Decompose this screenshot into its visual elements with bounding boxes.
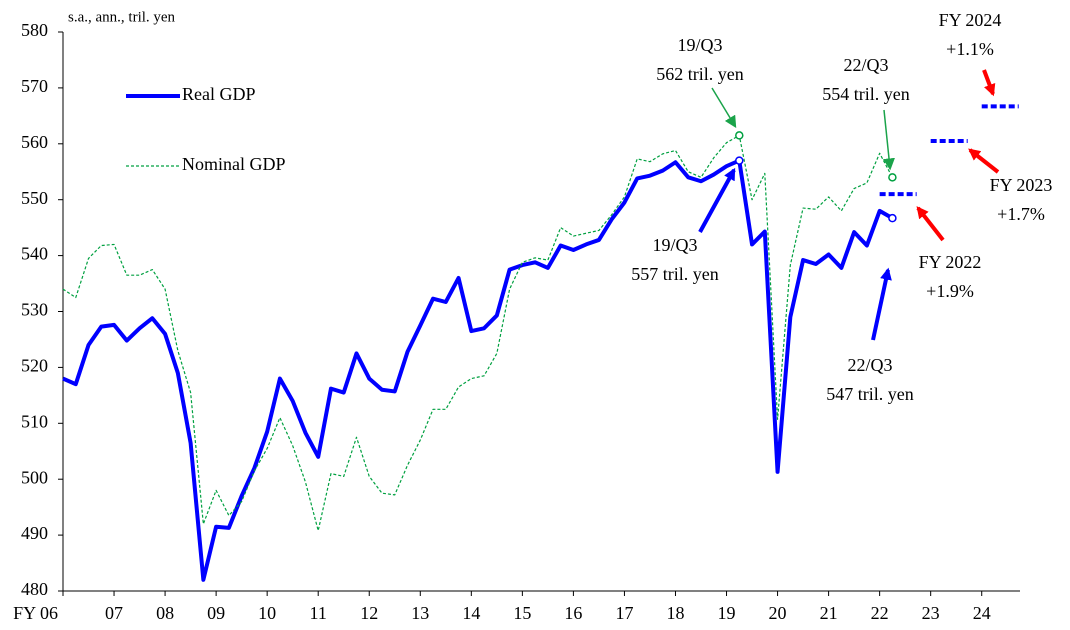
annotation-text: +1.9% xyxy=(926,281,974,301)
x-tick-label: 07 xyxy=(105,603,123,623)
x-tick-label: 08 xyxy=(156,603,174,623)
x-tick-label: 10 xyxy=(258,603,276,623)
annotation-text: 547 tril. yen xyxy=(826,384,914,404)
point-marker xyxy=(888,213,897,223)
annotation-arrow xyxy=(968,148,1000,174)
annotation-text: 554 tril. yen xyxy=(822,84,910,104)
x-tick-label: 14 xyxy=(462,603,480,623)
y-tick-label: 540 xyxy=(21,244,48,264)
annotation-text: FY 2022 xyxy=(919,252,982,272)
x-tick-label: 18 xyxy=(666,603,684,623)
legend-label: Nominal GDP xyxy=(182,154,286,174)
series-line xyxy=(62,158,894,582)
x-tick-label: 17 xyxy=(615,603,633,623)
x-tick-label: 24 xyxy=(973,603,991,623)
annotation-text: 557 tril. yen xyxy=(631,264,719,284)
x-tick-label: 15 xyxy=(513,603,531,623)
annotation-arrow xyxy=(982,69,996,97)
x-tick-label: 16 xyxy=(564,603,582,623)
annotation-text: +1.7% xyxy=(997,204,1045,224)
y-tick-label: 520 xyxy=(21,356,48,376)
y-tick-label: 480 xyxy=(21,579,48,599)
y-tick-label: 530 xyxy=(21,300,48,320)
x-tick-label: 20 xyxy=(769,603,787,623)
annotation-text: 22/Q3 xyxy=(848,355,893,375)
annotation-arrow xyxy=(871,267,892,341)
annotation-arrow xyxy=(698,167,736,233)
point-marker xyxy=(888,173,897,182)
y-tick-label: 560 xyxy=(21,132,48,152)
x-tick-label: 21 xyxy=(820,603,838,623)
x-tick-label: 09 xyxy=(207,603,225,623)
y-tick-label: 490 xyxy=(21,523,48,543)
series-line xyxy=(62,134,893,532)
x-tick-label: 19 xyxy=(718,603,736,623)
annotation-text: 22/Q3 xyxy=(844,55,889,75)
point-marker xyxy=(735,131,744,140)
x-tick-label: 23 xyxy=(922,603,940,623)
annotation-text: 562 tril. yen xyxy=(656,64,744,84)
annotation-arrow xyxy=(711,87,737,129)
x-tick-label: 13 xyxy=(411,603,429,623)
x-tick-label: 22 xyxy=(871,603,889,623)
y-tick-label: 510 xyxy=(21,411,48,431)
unit-label: s.a., ann., tril. yen xyxy=(68,9,176,25)
annotation-text: 19/Q3 xyxy=(678,35,723,55)
x-tick-label: FY 06 xyxy=(13,603,58,623)
point-marker xyxy=(735,156,744,165)
y-tick-label: 570 xyxy=(21,76,48,96)
annotation-arrow xyxy=(883,109,895,171)
y-tick-label: 500 xyxy=(21,467,48,487)
annotation-arrow xyxy=(916,206,945,242)
annotation-text: +1.1% xyxy=(946,39,994,59)
annotation-text: FY 2024 xyxy=(939,10,1002,30)
y-tick-label: 550 xyxy=(21,188,48,208)
annotation-text: FY 2023 xyxy=(990,175,1053,195)
x-tick-label: 12 xyxy=(360,603,378,623)
annotation-text: 19/Q3 xyxy=(653,235,698,255)
legend-label: Real GDP xyxy=(182,84,256,104)
x-tick-label: 11 xyxy=(310,603,327,623)
y-tick-label: 580 xyxy=(21,20,48,40)
